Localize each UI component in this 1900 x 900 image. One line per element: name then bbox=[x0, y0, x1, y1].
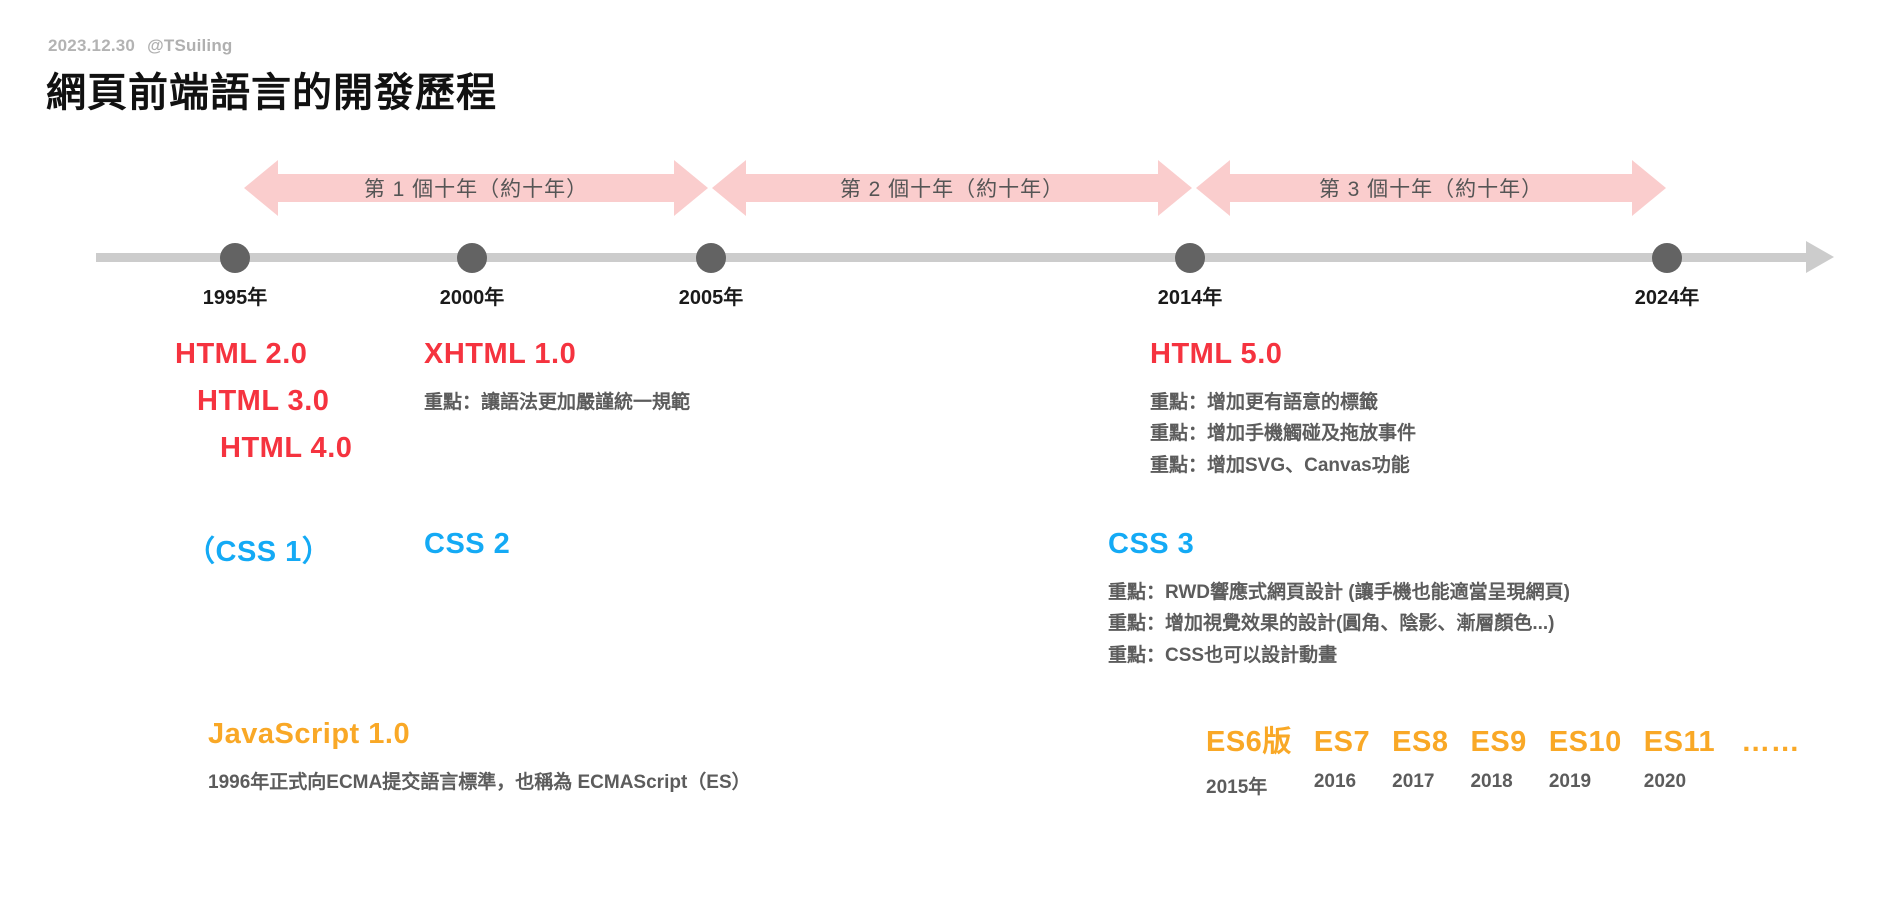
timeline-label-1995: 1995年 bbox=[202, 287, 268, 309]
header-meta: 2023.12.30 @TSuiling bbox=[48, 36, 233, 56]
es-release-year: 2018 bbox=[1470, 771, 1513, 792]
css3-note-2: 重點：增加視覺效果的設計(圓角、陰影、漸層顏色...) bbox=[1108, 613, 1555, 635]
timeline-label-2005: 2005年 bbox=[678, 287, 744, 309]
es-release-year: 2015年 bbox=[1206, 777, 1268, 798]
html-version-2: HTML 2.0 bbox=[175, 338, 308, 370]
timeline-dot-2005 bbox=[696, 243, 726, 273]
es-release-more: …… bbox=[1741, 726, 1800, 771]
es-release-year: 2017 bbox=[1392, 771, 1435, 792]
html5-block: HTML 5.0 重點：增加更有語意的標籤 重點：增加手機觸碰及拖放事件 重點：… bbox=[1150, 338, 1416, 481]
xhtml-note-1: 重點：讓語法更加嚴謹統一規範 bbox=[424, 392, 691, 413]
es-releases-block: ES6版 2015年 ES7 2016 ES8 2017 ES9 2018 ES… bbox=[1206, 718, 1800, 799]
html-early-versions: HTML 2.0 HTML 3.0 HTML 4.0 bbox=[175, 338, 352, 465]
xhtml-block: XHTML 1.0 重點：讓語法更加嚴謹統一規範 bbox=[424, 338, 690, 418]
css3-title: CSS 3 bbox=[1108, 528, 1195, 560]
css3-note-1: 重點：RWD響應式網頁設計 (讓手機也能適當呈現網頁) bbox=[1108, 582, 1570, 603]
header-handle: @TSuiling bbox=[147, 36, 233, 55]
es-release-11: ES11 2020 bbox=[1644, 726, 1715, 793]
es-release-6: ES6版 2015年 bbox=[1206, 718, 1292, 799]
page-title: 網頁前端語言的開發歷程 bbox=[46, 71, 497, 115]
html5-note-2: 重點：增加手機觸碰及拖放事件 bbox=[1150, 423, 1417, 445]
html-version-3: HTML 3.0 bbox=[197, 385, 330, 417]
es-release-name: ES11 bbox=[1643, 726, 1716, 758]
decade-band-3: 第 3 個十年（約十年） bbox=[1196, 160, 1666, 216]
javascript-block: JavaScript 1.0 1996年正式向ECMA提交語言標準，也稱為 EC… bbox=[208, 718, 751, 798]
es-release-name: …… bbox=[1741, 726, 1801, 758]
timeline-label-2000: 2000年 bbox=[439, 287, 505, 309]
javascript-note-1: 1996年正式向ECMA提交語言標準，也稱為 ECMAScript（ES） bbox=[208, 772, 751, 793]
es-release-7: ES7 2016 bbox=[1314, 726, 1370, 793]
es-release-name: ES8 bbox=[1392, 726, 1449, 758]
es-release-name: ES10 bbox=[1548, 726, 1622, 758]
es-release-10: ES10 2019 bbox=[1549, 726, 1622, 793]
css1-title: （CSS 1） bbox=[186, 536, 332, 568]
javascript-title: JavaScript 1.0 bbox=[208, 718, 411, 750]
timeline-dot-1995 bbox=[220, 243, 250, 273]
html-version-4: HTML 4.0 bbox=[220, 432, 353, 464]
decade-label: 第 3 個十年（約十年） bbox=[1318, 178, 1544, 201]
timeline-dot-2014 bbox=[1175, 243, 1205, 273]
html5-title: HTML 5.0 bbox=[1150, 338, 1283, 370]
es-release-name: ES6版 bbox=[1206, 726, 1292, 758]
header-date: 2023.12.30 bbox=[48, 36, 136, 55]
es-release-name: ES9 bbox=[1470, 726, 1527, 758]
css3-block: CSS 3 重點：RWD響應式網頁設計 (讓手機也能適當呈現網頁) 重點：增加視… bbox=[1108, 528, 1570, 671]
html5-note-1: 重點：增加更有語意的標籤 bbox=[1150, 392, 1379, 413]
timeline-label-2024: 2024年 bbox=[1634, 287, 1700, 309]
es-release-8: ES8 2017 bbox=[1392, 726, 1448, 793]
xhtml-title: XHTML 1.0 bbox=[424, 338, 577, 370]
timeline-arrow-icon bbox=[1806, 241, 1834, 273]
timeline-dot-2024 bbox=[1652, 243, 1682, 273]
es-release-year: 2019 bbox=[1548, 771, 1592, 792]
css3-note-3: 重點：CSS也可以設計動畫 bbox=[1108, 644, 1338, 666]
es-release-9: ES9 2018 bbox=[1470, 726, 1526, 793]
html5-note-3: 重點：增加SVG、Canvas功能 bbox=[1150, 454, 1410, 476]
es-release-year: 2020 bbox=[1643, 771, 1687, 792]
decade-band-1: 第 1 個十年（約十年） bbox=[244, 160, 708, 216]
timeline-axis bbox=[96, 253, 1808, 262]
css2-title: CSS 2 bbox=[424, 528, 511, 560]
es-release-name: ES7 bbox=[1313, 726, 1371, 758]
timeline-label-2014: 2014年 bbox=[1157, 287, 1223, 309]
decade-label: 第 2 個十年（約十年） bbox=[839, 178, 1065, 201]
timeline-dot-2000 bbox=[457, 243, 487, 273]
decade-band-2: 第 2 個十年（約十年） bbox=[712, 160, 1192, 216]
es-release-year: 2016 bbox=[1313, 771, 1357, 792]
decade-label: 第 1 個十年（約十年） bbox=[363, 178, 589, 201]
